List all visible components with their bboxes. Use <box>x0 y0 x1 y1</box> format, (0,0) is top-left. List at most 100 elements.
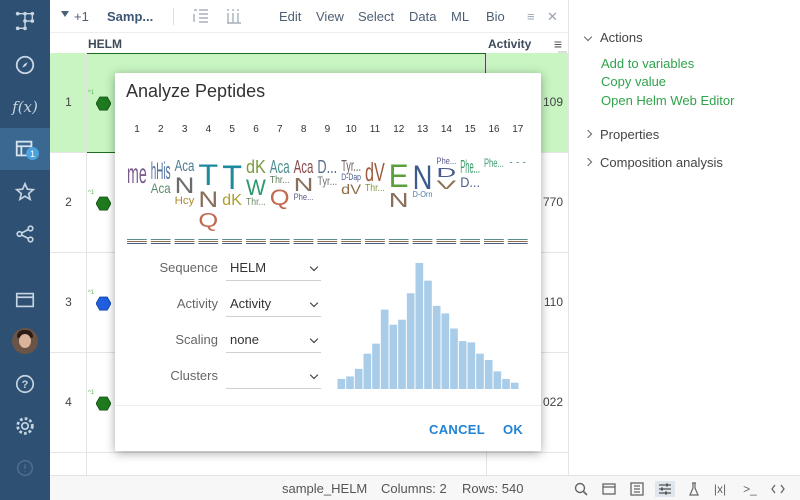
menu-ml[interactable]: ML <box>451 9 470 24</box>
logo-letter[interactable]: N <box>175 173 195 198</box>
position-number[interactable]: 3 <box>181 124 188 135</box>
ok-button[interactable]: OK <box>503 422 524 437</box>
histogram-bar[interactable] <box>432 305 441 389</box>
info-icon[interactable] <box>13 456 37 480</box>
position-number[interactable]: 17 <box>512 124 524 135</box>
logo-letter[interactable]: Phe... <box>460 157 480 177</box>
histogram-bar[interactable] <box>415 263 424 389</box>
logo-letter[interactable]: Phe... <box>294 192 314 202</box>
logo-letter[interactable]: N <box>389 190 409 212</box>
logo-letter[interactable]: Hcy <box>175 195 195 207</box>
position-number[interactable]: 5 <box>229 124 235 135</box>
logo-letter[interactable]: Q <box>270 185 290 210</box>
logo-letter[interactable]: dK <box>222 192 242 209</box>
logo-letter[interactable]: Aca <box>175 158 195 175</box>
position-number[interactable]: 9 <box>324 124 331 135</box>
flask-icon[interactable] <box>686 481 702 497</box>
histogram-bar[interactable] <box>450 328 458 389</box>
logo-letter[interactable]: T <box>222 159 242 197</box>
position-number[interactable]: 11 <box>369 124 381 135</box>
position-number[interactable]: 6 <box>253 124 259 135</box>
histogram-bar[interactable] <box>380 309 389 389</box>
position-number[interactable]: 8 <box>300 124 307 135</box>
logo-letter[interactable]: D <box>436 165 456 180</box>
logo-letter[interactable]: Thr... <box>365 183 385 194</box>
help-icon[interactable]: ? <box>13 372 37 396</box>
close-icon[interactable]: ✕ <box>547 9 558 24</box>
scaling-select[interactable]: none <box>226 327 321 353</box>
table-row[interactable]: 4 ^1 022 <box>50 353 568 453</box>
gear-icon[interactable] <box>13 414 37 438</box>
console-icon[interactable]: >_ <box>743 482 757 496</box>
add-to-variables-link[interactable]: Add to variables <box>601 56 695 71</box>
logo-letter[interactable]: Tyr... <box>341 158 361 175</box>
histogram-bar[interactable] <box>337 378 346 389</box>
logo-letter[interactable]: Thr... <box>246 197 266 208</box>
logo-letter[interactable]: Q <box>198 210 218 232</box>
position-number[interactable]: 14 <box>440 124 452 135</box>
properties-section[interactable]: Properties <box>583 127 659 142</box>
histogram-bar[interactable] <box>441 313 450 389</box>
histogram-bar[interactable] <box>502 378 510 389</box>
sliders-icon[interactable] <box>655 481 675 497</box>
logo-letter[interactable]: dK <box>246 157 266 177</box>
composition-analysis-section[interactable]: Composition analysis <box>583 155 723 170</box>
histogram-bar[interactable] <box>493 371 502 389</box>
logo-letter[interactable]: Aca <box>151 180 171 196</box>
logo-letter[interactable]: me <box>127 158 147 189</box>
logo-letter[interactable]: Aca <box>294 157 314 177</box>
histogram-bar[interactable] <box>372 343 380 389</box>
menu-edit[interactable]: Edit <box>279 9 302 24</box>
column-header-activity[interactable]: Activity <box>488 37 532 51</box>
compass-icon[interactable] <box>13 53 37 77</box>
star-icon[interactable] <box>13 180 37 204</box>
share-icon[interactable] <box>13 222 37 246</box>
position-number[interactable]: 1 <box>134 124 140 135</box>
histogram-bar[interactable] <box>363 353 372 389</box>
logo-letter[interactable]: Phe... <box>484 156 504 170</box>
position-number[interactable]: 4 <box>205 124 212 135</box>
grid-menu-icon[interactable]: ≡ <box>553 36 562 52</box>
logo-letter[interactable]: Thr... <box>270 175 290 186</box>
clusters-select[interactable] <box>226 363 321 389</box>
logo-letter[interactable]: Phe... <box>436 156 456 166</box>
table-name[interactable]: sample_HELM <box>282 481 368 496</box>
cancel-button[interactable]: CANCEL <box>429 422 485 437</box>
histogram-bar[interactable] <box>467 342 476 389</box>
logo-letter[interactable]: ... <box>508 156 528 165</box>
logo-letter[interactable]: Aca <box>270 157 290 177</box>
logo-letter[interactable]: hHis <box>151 158 171 185</box>
function-icon[interactable]: f(x) <box>12 98 38 116</box>
histogram-bar[interactable] <box>424 280 432 389</box>
logo-letter[interactable]: D... <box>460 174 480 190</box>
sequence-select[interactable]: HELM <box>226 255 321 281</box>
logo-letter[interactable]: D... <box>317 157 337 177</box>
logo-letter[interactable]: V <box>436 178 456 192</box>
search-icon[interactable] <box>573 481 589 497</box>
position-number[interactable]: 10 <box>345 124 357 135</box>
histogram-bar[interactable] <box>510 382 519 389</box>
histogram-bar[interactable] <box>398 319 406 389</box>
list-icon[interactable] <box>193 8 209 27</box>
view-count[interactable]: +1 <box>74 9 89 24</box>
logo-letter[interactable]: T <box>198 159 218 192</box>
window-icon[interactable] <box>13 288 37 312</box>
sequence-logo[interactable]: me hHisAcaAcaNHcyTNQTdKdKWThr...AcaThr...… <box>125 155 530 245</box>
position-number[interactable]: 16 <box>488 124 500 135</box>
window-icon[interactable] <box>601 481 617 497</box>
position-number[interactable]: 2 <box>158 124 164 135</box>
histogram-bar[interactable] <box>406 293 415 389</box>
position-number[interactable]: 12 <box>393 124 405 135</box>
logo-letter[interactable]: Tyr... <box>317 174 337 188</box>
menu-bio[interactable]: Bio <box>486 9 505 24</box>
columns-icon[interactable] <box>226 8 242 27</box>
menu-select[interactable]: Select <box>358 9 395 24</box>
histogram-bar[interactable] <box>458 341 467 389</box>
position-number[interactable]: 15 <box>464 124 476 135</box>
logo-letter[interactable]: N <box>294 175 314 195</box>
menu-view[interactable]: View <box>316 9 344 24</box>
logo-letter[interactable]: D-Dap <box>341 172 361 182</box>
column-header-helm[interactable]: HELM <box>88 37 122 51</box>
datagrok-logo-icon[interactable] <box>13 9 37 33</box>
actions-section[interactable]: Actions <box>583 30 643 45</box>
